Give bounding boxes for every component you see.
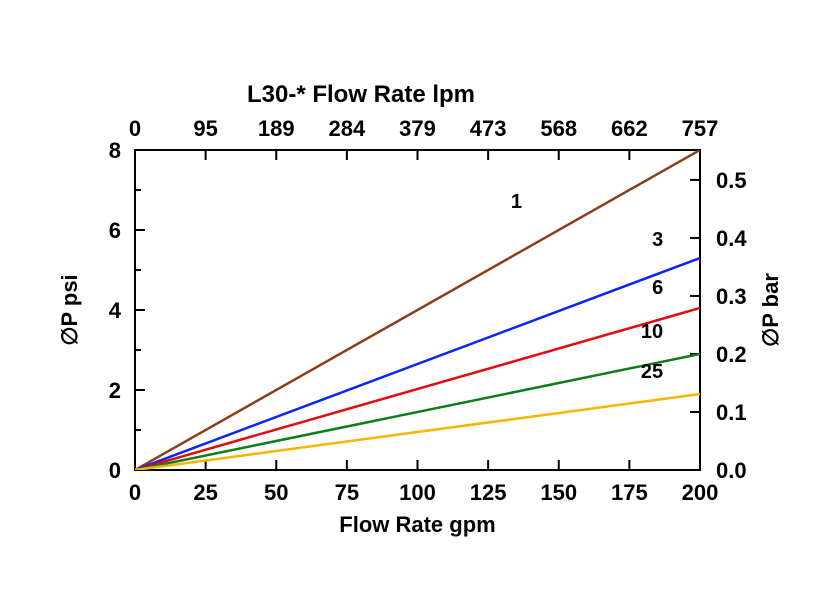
series-label: 25 bbox=[641, 361, 663, 383]
xtick-top: 568 bbox=[540, 116, 577, 141]
ytick-right: 0.4 bbox=[716, 226, 747, 251]
xtick-top: 662 bbox=[611, 116, 648, 141]
ytick-left: 0 bbox=[109, 458, 121, 483]
y-axis-right-label: ∅P bar bbox=[758, 273, 783, 347]
ytick-left: 4 bbox=[109, 298, 122, 323]
ytick-right: 0.1 bbox=[716, 400, 747, 425]
ytick-right: 0.2 bbox=[716, 342, 747, 367]
xtick-top: 95 bbox=[193, 116, 217, 141]
xtick-top: 757 bbox=[682, 116, 719, 141]
xtick-bottom: 125 bbox=[470, 480, 507, 505]
xtick-bottom: 0 bbox=[129, 480, 141, 505]
xtick-top: 189 bbox=[258, 116, 295, 141]
xtick-bottom: 25 bbox=[193, 480, 217, 505]
chart-container: 0255075100125150175200Flow Rate gpm09518… bbox=[0, 0, 828, 606]
xtick-top: 379 bbox=[399, 116, 436, 141]
xtick-bottom: 175 bbox=[611, 480, 648, 505]
xtick-bottom: 200 bbox=[682, 480, 719, 505]
xtick-bottom: 50 bbox=[264, 480, 288, 505]
xtick-top: 0 bbox=[129, 116, 141, 141]
xtick-bottom: 100 bbox=[399, 480, 436, 505]
ytick-right: 0.0 bbox=[716, 458, 747, 483]
ytick-right: 0.5 bbox=[716, 168, 747, 193]
ytick-left: 6 bbox=[109, 218, 121, 243]
xtick-top: 473 bbox=[470, 116, 507, 141]
xtick-bottom: 75 bbox=[335, 480, 359, 505]
x-axis-bottom-label: Flow Rate gpm bbox=[339, 512, 495, 537]
ytick-right: 0.3 bbox=[716, 284, 747, 309]
chart-title: L30-* Flow Rate lpm bbox=[247, 81, 475, 108]
ytick-left: 8 bbox=[109, 138, 121, 163]
series-label: 3 bbox=[652, 229, 663, 251]
series-label: 6 bbox=[652, 277, 663, 299]
xtick-top: 284 bbox=[329, 116, 366, 141]
y-axis-left-label: ∅P psi bbox=[57, 274, 82, 345]
series-label: 1 bbox=[511, 191, 522, 213]
series-label: 10 bbox=[641, 321, 663, 343]
chart-svg: 0255075100125150175200Flow Rate gpm09518… bbox=[0, 0, 828, 606]
xtick-bottom: 150 bbox=[540, 480, 577, 505]
ytick-left: 2 bbox=[109, 378, 121, 403]
